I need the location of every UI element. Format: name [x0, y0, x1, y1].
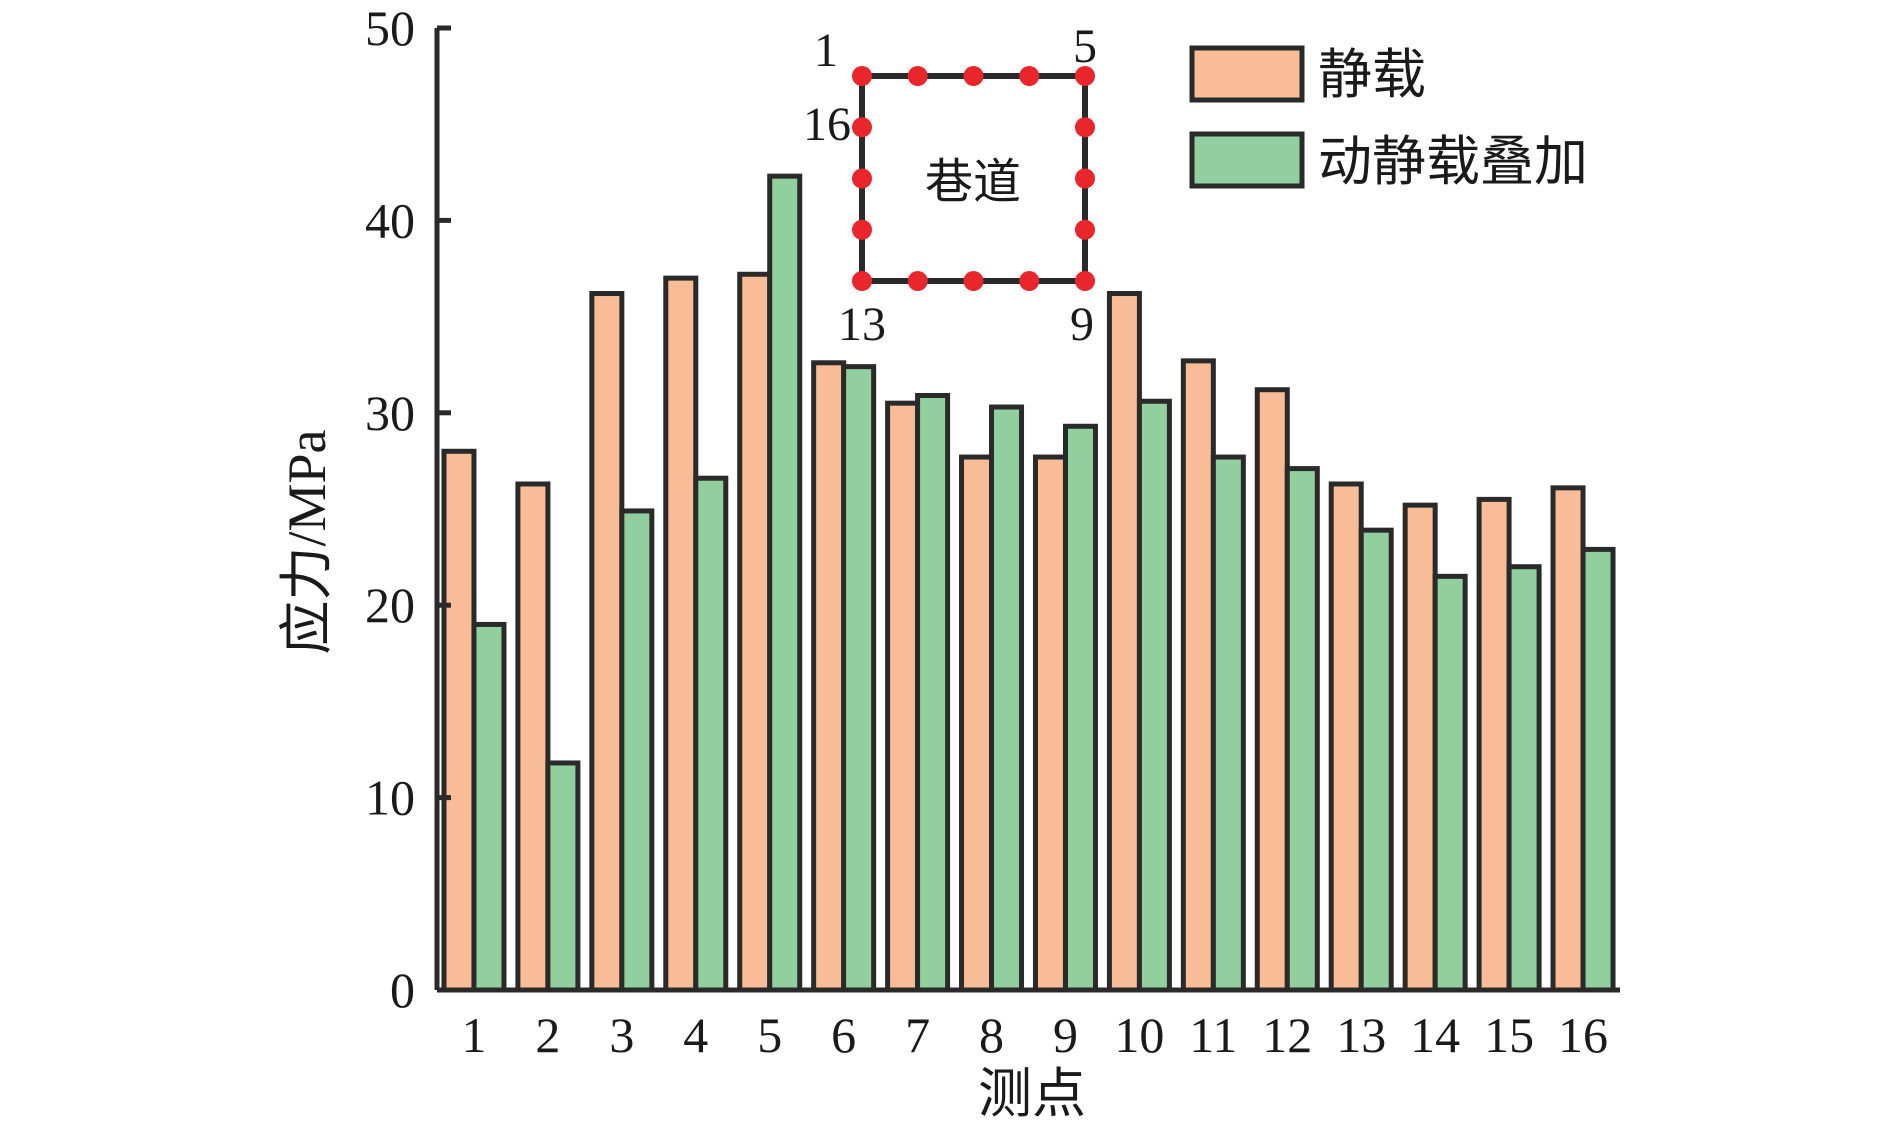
- x-tick-label: 9: [1053, 1007, 1078, 1063]
- measuring-point: [1019, 271, 1040, 291]
- y-tick-label: 30: [365, 385, 415, 441]
- x-tick-label: 8: [979, 1007, 1004, 1063]
- x-tick-label: 11: [1189, 1007, 1237, 1063]
- measuring-point: [1075, 117, 1095, 138]
- bar-combined-6: [841, 364, 877, 993]
- corner-label-9: 9: [1070, 298, 1094, 351]
- bar-combined-14: [1432, 573, 1468, 993]
- measuring-point: [907, 66, 928, 86]
- bar-static-12: [1254, 387, 1290, 993]
- bar-combined-5: [767, 173, 803, 993]
- x-tick-label: 4: [683, 1007, 708, 1063]
- measuring-point: [852, 168, 872, 189]
- corner-label-13: 13: [838, 298, 886, 351]
- y-tick-label: 10: [365, 770, 415, 826]
- x-tick-label: 5: [757, 1007, 782, 1063]
- x-ticks-group: 1 2 3 4 5 6 7 8 9 10 11 12 13 14 15 16: [461, 1007, 1608, 1063]
- corner-label-16: 16: [803, 98, 851, 151]
- corner-label-1: 1: [814, 24, 838, 77]
- bar-static-3: [589, 291, 625, 993]
- measuring-point: [1019, 66, 1040, 86]
- bar-combined-1: [471, 621, 507, 993]
- bar-static-8: [959, 454, 995, 993]
- bar-combined-13: [1358, 527, 1394, 993]
- bar-static-14: [1402, 502, 1438, 993]
- x-axis-title: 测点: [978, 1064, 1086, 1124]
- bar-combined-12: [1284, 466, 1320, 993]
- measuring-point: [963, 271, 984, 291]
- bar-combined-9: [1062, 423, 1098, 993]
- axes-group: [434, 28, 1620, 993]
- corner-label-5: 5: [1073, 20, 1097, 73]
- bar-static-7: [885, 400, 921, 993]
- bar-combined-4: [693, 475, 729, 993]
- y-tick-label: 0: [390, 962, 415, 1018]
- bar-combined-7: [915, 392, 951, 993]
- bar-combined-8: [989, 404, 1025, 993]
- y-tick-label: 20: [365, 577, 415, 633]
- bar-static-15: [1476, 496, 1512, 993]
- bar-static-5: [737, 271, 773, 993]
- bar-static-1: [441, 448, 477, 993]
- x-tick-label: 15: [1484, 1007, 1534, 1063]
- measuring-point: [963, 66, 984, 86]
- bar-static-11: [1180, 358, 1216, 993]
- measuring-point: [852, 117, 872, 138]
- bar-combined-3: [619, 508, 655, 993]
- measuring-point: [852, 271, 872, 291]
- legend-swatch-static: [1189, 45, 1305, 103]
- measuring-point: [1075, 271, 1095, 291]
- measuring-point: [1075, 66, 1095, 86]
- bar-combined-11: [1210, 454, 1246, 993]
- x-tick-label: 6: [831, 1007, 856, 1063]
- legend-label-combined: 动静载叠加: [1318, 132, 1588, 192]
- measuring-point: [852, 66, 872, 86]
- y-tick-label: 40: [365, 192, 415, 248]
- bar-combined-15: [1506, 564, 1542, 993]
- x-tick-label: 16: [1558, 1007, 1608, 1063]
- x-tick-label: 13: [1336, 1007, 1386, 1063]
- measuring-points-group: [852, 66, 1095, 291]
- y-tick-label: 50: [365, 0, 415, 56]
- measuring-point: [852, 219, 872, 240]
- measuring-point: [907, 271, 928, 291]
- legend-swatch-combined: [1189, 131, 1305, 189]
- bar-static-10: [1106, 291, 1142, 993]
- x-tick-label: 1: [461, 1007, 486, 1063]
- x-tick-label: 10: [1114, 1007, 1164, 1063]
- x-tick-label: 2: [535, 1007, 560, 1063]
- x-tick-label: 7: [905, 1007, 930, 1063]
- bar-combined-2: [545, 760, 581, 993]
- bar-combined-10: [1136, 398, 1172, 993]
- bar-static-16: [1550, 485, 1586, 993]
- bar-static-13: [1328, 481, 1364, 993]
- y-axis-title: 应力/MPa: [277, 429, 337, 654]
- x-tick-label: 3: [609, 1007, 634, 1063]
- legend-label-static: 静载: [1318, 45, 1426, 105]
- y-ticks-group: 0 10 20 30 40 50: [365, 0, 451, 1018]
- bar-combined-16: [1580, 546, 1616, 993]
- measuring-point: [1075, 168, 1095, 189]
- bars-group: [441, 173, 1616, 993]
- x-tick-label: 12: [1262, 1007, 1312, 1063]
- roadway-inset: 巷道 1 5 16 13 9: [803, 20, 1097, 351]
- bar-static-4: [663, 275, 699, 993]
- bar-static-2: [515, 481, 551, 993]
- x-tick-label: 14: [1410, 1007, 1460, 1063]
- bar-static-6: [811, 360, 847, 993]
- bar-static-9: [1032, 454, 1068, 993]
- roadway-label: 巷道: [925, 156, 1021, 209]
- measuring-point: [1075, 219, 1095, 240]
- legend: 静载 动静载叠加: [1189, 45, 1588, 192]
